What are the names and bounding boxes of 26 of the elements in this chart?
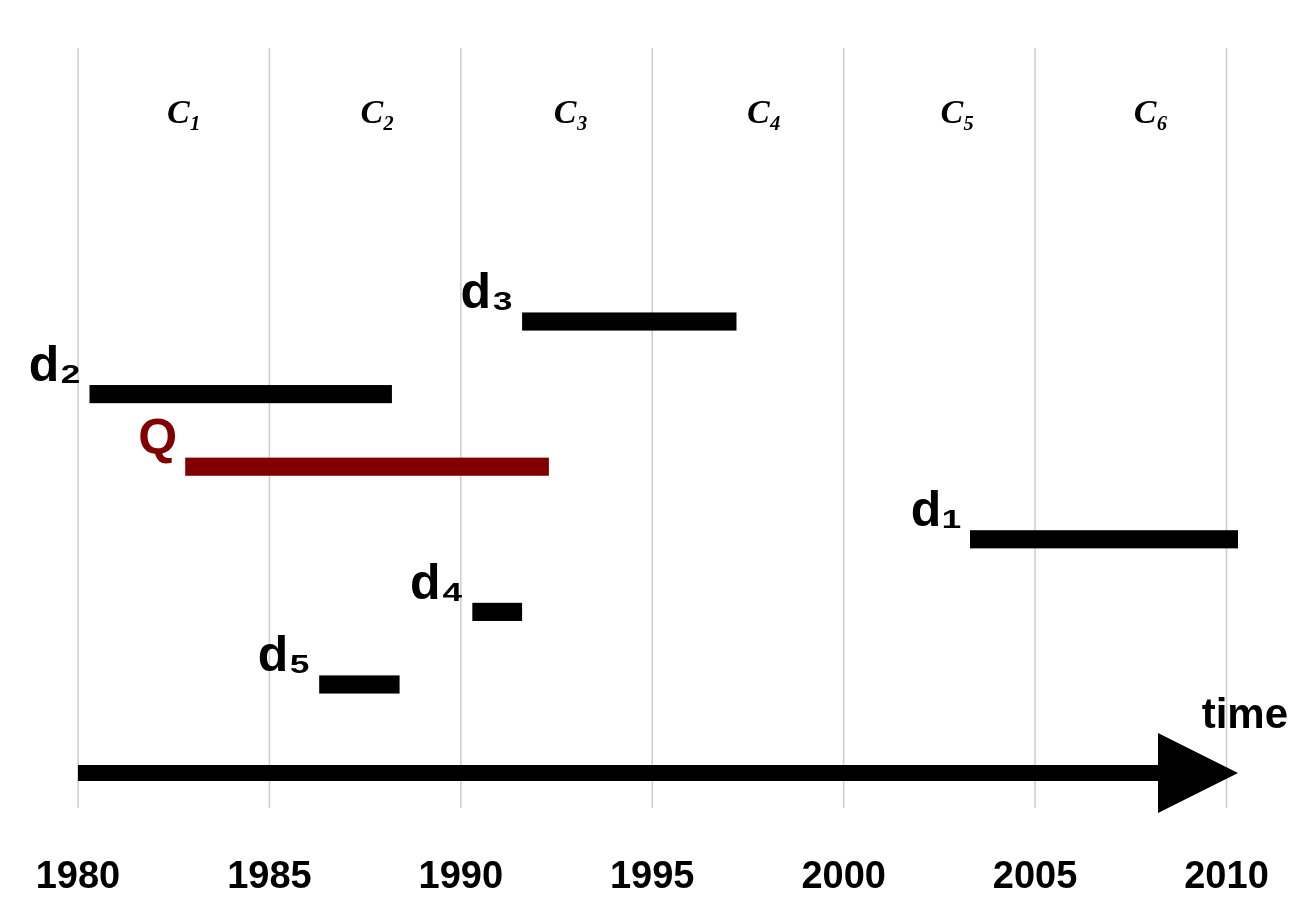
y-tick-label: Q	[138, 408, 178, 465]
text: C₆	[1133, 93, 1169, 130]
text: C₁	[167, 93, 202, 130]
x-tick-label: 1985	[227, 854, 312, 896]
x-tick-label: 1990	[418, 854, 504, 896]
text: C₅	[940, 93, 975, 130]
bar	[472, 602, 523, 621]
bar	[522, 312, 737, 331]
x-tick-label: 2005	[992, 854, 1078, 896]
bar	[319, 675, 400, 694]
text: C₄	[747, 93, 782, 130]
x-tick-label: 1980	[35, 854, 121, 896]
y-tick-label: d₄	[409, 553, 465, 610]
y-tick-label: d₂	[28, 336, 82, 393]
y-tick-label: d₅	[257, 626, 312, 683]
bar	[970, 530, 1238, 549]
bar	[185, 457, 549, 476]
bar	[89, 385, 392, 404]
text: C₃	[553, 93, 589, 130]
x-tick-label: 1995	[609, 854, 695, 896]
x-axis-title: time	[1201, 690, 1288, 737]
y-tick-label: d₃	[460, 263, 515, 320]
text: C₂	[360, 93, 395, 130]
y-tick-label: d₁	[910, 481, 963, 538]
x-tick-label: 2000	[801, 854, 886, 896]
x-tick-label: 2010	[1184, 854, 1269, 896]
